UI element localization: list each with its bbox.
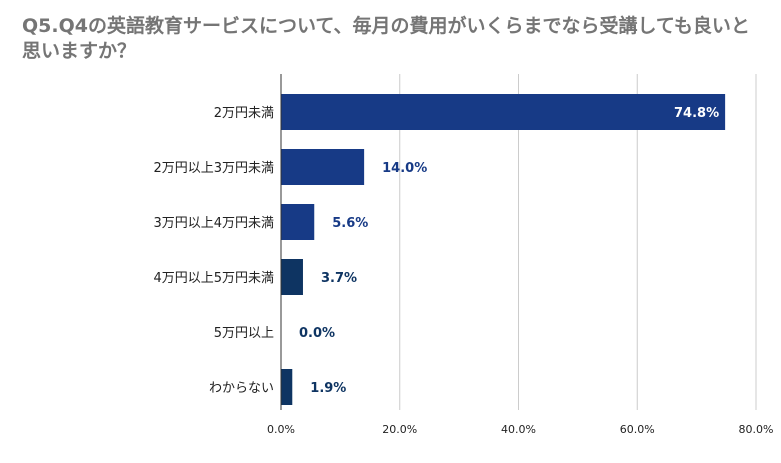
x-tick-label: 0.0% — [267, 423, 295, 436]
x-tick-label: 80.0% — [739, 423, 774, 436]
category-label: 2万円以上3万円未満 — [153, 161, 274, 176]
bar — [281, 369, 293, 405]
data-label: 5.6% — [332, 216, 368, 231]
category-label: 2万円未満 — [214, 106, 274, 121]
bar — [281, 149, 365, 185]
category-label: 5万円以上 — [214, 326, 274, 341]
bar — [281, 204, 315, 240]
chart-title: Q5.Q4の英語教育サービスについて、毎月の費用がいくらまでなら受講しても良いと… — [22, 15, 750, 62]
data-label: 14.0% — [382, 161, 427, 176]
category-label: わからない — [209, 381, 274, 396]
category-label: 3万円以上4万円未満 — [153, 216, 274, 231]
x-tick-label: 20.0% — [382, 423, 417, 436]
data-label: 3.7% — [321, 271, 357, 286]
data-label: 74.8% — [674, 106, 719, 121]
bar — [281, 259, 303, 295]
x-tick-label: 40.0% — [501, 423, 536, 436]
data-label: 0.0% — [299, 326, 335, 341]
data-label: 1.9% — [310, 381, 346, 396]
x-tick-label: 60.0% — [620, 423, 655, 436]
category-label: 4万円以上5万円未満 — [153, 271, 274, 286]
bar — [281, 94, 726, 130]
